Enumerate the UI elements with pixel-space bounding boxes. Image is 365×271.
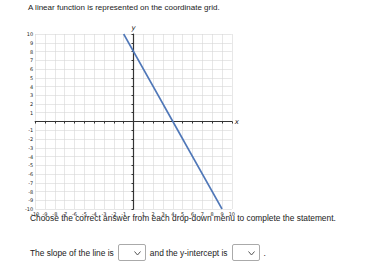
svg-text:2: 2 (30, 101, 33, 107)
svg-text:9: 9 (30, 40, 33, 46)
svg-text:4: 4 (30, 84, 33, 90)
html-text:A linear function is represent: A linear function is represented on the … (28, 3, 220, 12)
html-text:Choose the correct answer from: Choose the correct answer from each drop… (30, 213, 336, 223)
svg-text:6: 6 (30, 66, 33, 72)
svg-text:-7: -7 (28, 180, 33, 186)
svg-text:-4: -4 (28, 154, 33, 160)
svg-text:x: x (234, 118, 240, 126)
svg-text:-3: -3 (28, 145, 33, 151)
html-text:and the y-intercept is: and the y-intercept is (149, 247, 228, 258)
svg-text:7: 7 (30, 57, 33, 63)
svg-text:-9: -9 (28, 197, 33, 203)
svg-text:y: y (130, 24, 136, 32)
svg-text:3: 3 (30, 92, 33, 98)
svg-text:8: 8 (30, 49, 33, 55)
svg-text:5: 5 (30, 75, 33, 81)
html-text:The slope of the line is: The slope of the line is (30, 247, 114, 258)
svg-text:10: 10 (27, 31, 33, 37)
svg-text:-6: -6 (28, 171, 33, 177)
svg-text:-8: -8 (28, 189, 33, 195)
svg-text:-2: -2 (28, 136, 33, 142)
svg-text:-1: -1 (28, 127, 33, 133)
svg-text:-5: -5 (28, 162, 33, 168)
svg-text:1: 1 (30, 110, 33, 116)
